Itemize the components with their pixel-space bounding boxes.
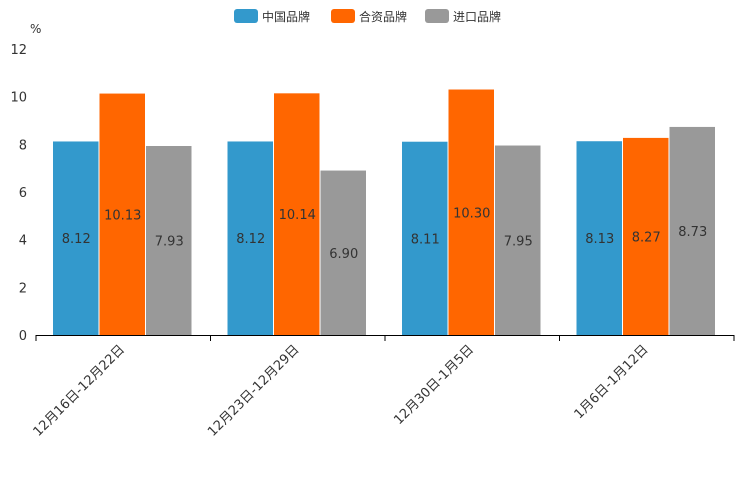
bar-1-3: [146, 146, 192, 335]
x-category-label-3: 12月30日-1月5日: [391, 342, 477, 428]
data-label-4-2: 8.27: [632, 230, 661, 245]
bar-2-1: [227, 141, 273, 335]
data-label-1-1: 8.12: [62, 232, 91, 247]
y-tick-label-12: 12: [10, 43, 27, 58]
data-label-3-2: 10.30: [453, 206, 490, 221]
legend-label-1: 中国品牌: [262, 9, 310, 24]
bars: 8.12 10.13 7.93 8.12 10.14 6.90 8.11 10.30 7.95 8…: [53, 89, 715, 336]
bar-2-2: [274, 93, 320, 335]
y-tick-label-4: 4: [19, 234, 27, 249]
y-tick-label-10: 10: [10, 91, 27, 106]
bar-4-3: [669, 126, 715, 335]
data-label-4-1: 8.13: [585, 232, 614, 247]
bar-3-3: [495, 145, 541, 335]
legend-label-3: 进口品牌: [453, 10, 501, 24]
data-label-4-3: 8.73: [678, 225, 707, 240]
bar-3-2: [448, 89, 494, 336]
bar-3-1: [402, 141, 448, 335]
bar-2-3: [320, 170, 366, 335]
legend: 中国品牌 合资品牌 进口品牌: [234, 9, 501, 24]
bar-4-1: [576, 141, 622, 335]
y-axis-unit-label: %: [30, 22, 41, 36]
y-tick-label-2: 2: [19, 281, 27, 296]
y-tick-label-6: 6: [19, 186, 27, 201]
y-axis: 0 2 4 6 8 10 12: [10, 43, 27, 344]
y-tick-label-0: 0: [19, 329, 27, 344]
data-label-3-1: 8.11: [411, 232, 440, 247]
data-label-3-3: 7.95: [504, 234, 533, 249]
legend-swatch-3: [425, 9, 449, 23]
legend-label-2: 合资品牌: [359, 9, 407, 24]
data-label-2-3: 6.90: [329, 247, 358, 262]
data-label-2-2: 10.14: [279, 208, 316, 223]
x-category-label-4: 1月6日-1月12日: [572, 342, 652, 422]
x-category-label-2: 12月23日-12月29日: [205, 342, 302, 439]
x-axis: 12月16日-12月22日 12月23日-12月29日 12月30日-1月5日 1月6…: [31, 335, 735, 440]
bar-1-1: [53, 141, 99, 335]
data-label-1-2: 10.13: [104, 208, 141, 223]
x-category-label-1: 12月16日-12月22日: [31, 342, 128, 439]
bar-4-2: [623, 137, 669, 335]
y-tick-label-8: 8: [19, 138, 27, 153]
bar-1-2: [99, 93, 145, 336]
legend-swatch-1: [234, 9, 258, 23]
data-label-2-1: 8.12: [236, 232, 265, 247]
data-label-1-3: 7.93: [155, 235, 184, 250]
legend-swatch-2: [331, 9, 355, 23]
